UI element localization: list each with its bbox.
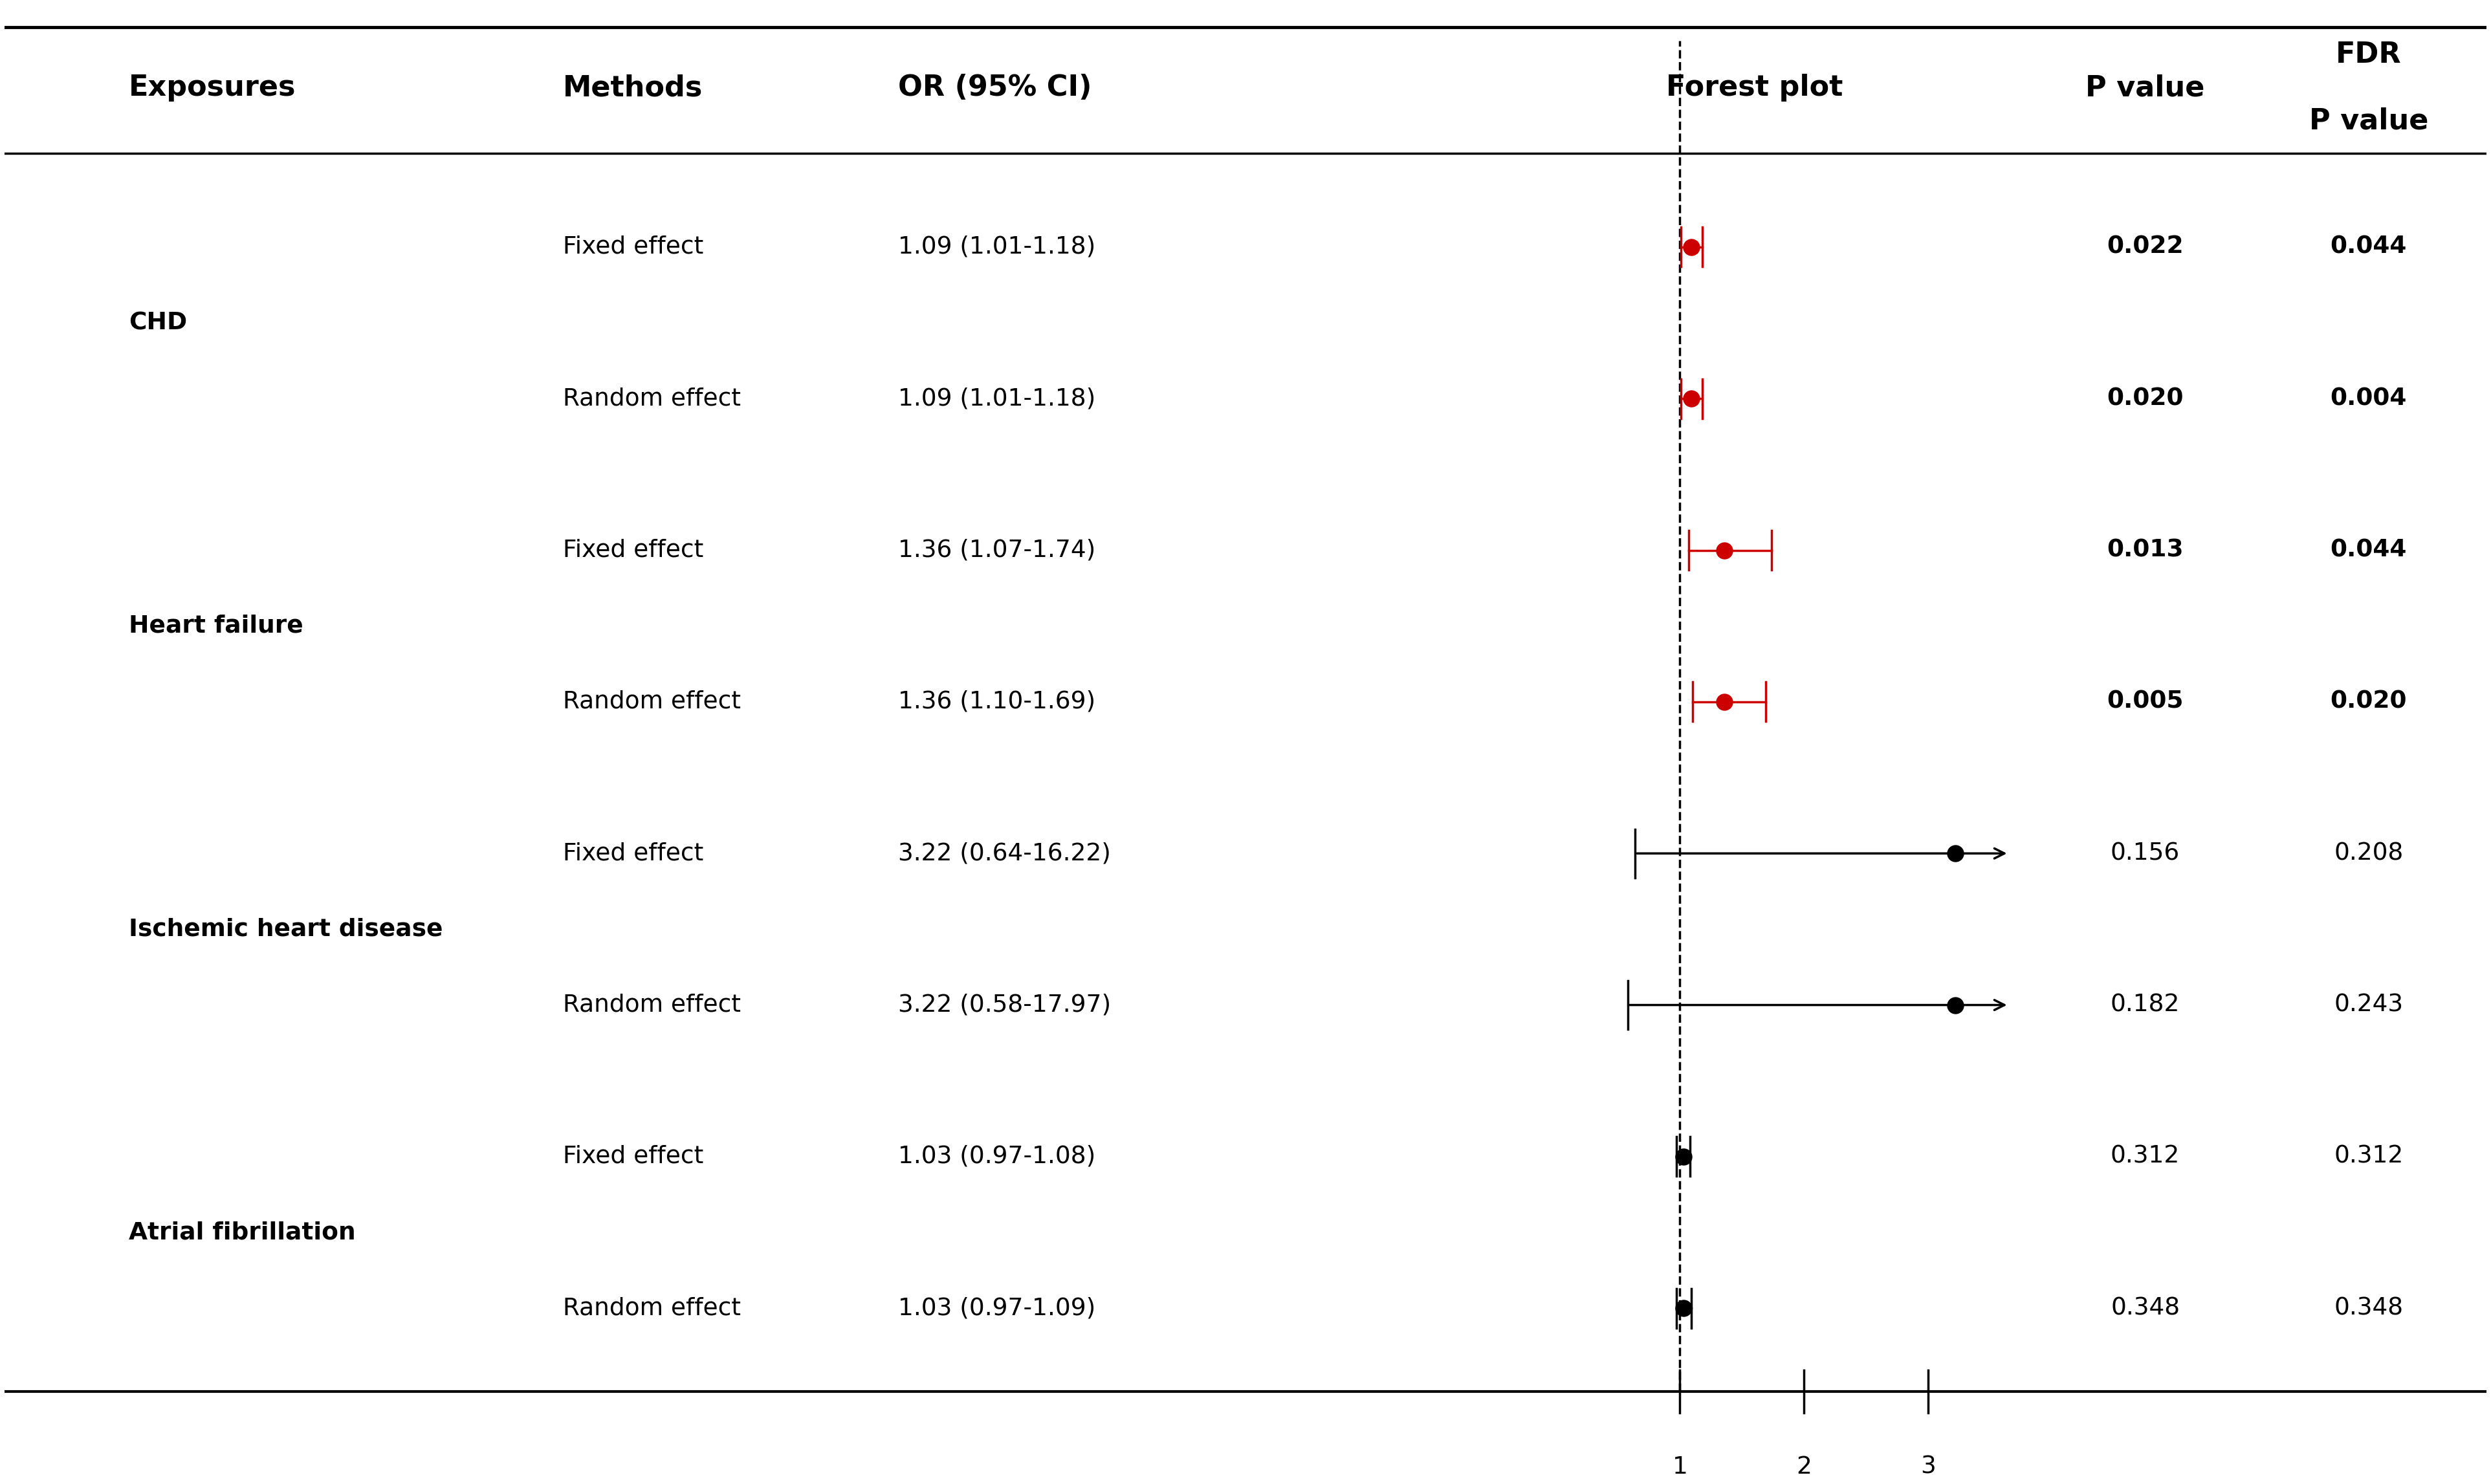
Text: 1.36 (1.07-1.74): 1.36 (1.07-1.74) [899,539,1096,562]
Text: 0.348: 0.348 [2334,1297,2404,1319]
Text: 0.013: 0.013 [2107,539,2185,562]
Text: 2: 2 [1796,1456,1811,1478]
Text: Random effect: Random effect [563,1297,740,1319]
Text: 0.022: 0.022 [2107,236,2185,258]
Text: 1.36 (1.10-1.69): 1.36 (1.10-1.69) [899,690,1096,714]
Text: 0.243: 0.243 [2334,993,2404,1017]
Text: 0.156: 0.156 [2110,841,2180,865]
Text: 1.03 (0.97-1.09): 1.03 (0.97-1.09) [899,1297,1096,1319]
Text: Fixed effect: Fixed effect [563,236,702,258]
Text: Fixed effect: Fixed effect [563,539,702,562]
Text: 0.208: 0.208 [2334,841,2404,865]
Text: Forest plot: Forest plot [1666,74,1843,102]
Text: 0.182: 0.182 [2110,993,2180,1017]
Text: 0.005: 0.005 [2107,690,2185,714]
Text: 3: 3 [1921,1456,1936,1478]
Text: 1.03 (0.97-1.08): 1.03 (0.97-1.08) [899,1146,1096,1168]
Text: 0.004: 0.004 [2329,387,2406,410]
Text: Atrial fibrillation: Atrial fibrillation [130,1221,356,1244]
Text: Random effect: Random effect [563,993,740,1017]
Text: Exposures: Exposures [130,74,296,102]
Text: Ischemic heart disease: Ischemic heart disease [130,917,443,941]
Text: 0.044: 0.044 [2329,539,2406,562]
Text: 1.09 (1.01-1.18): 1.09 (1.01-1.18) [899,236,1096,258]
Text: Methods: Methods [563,74,702,102]
Text: Random effect: Random effect [563,690,740,714]
Text: 3.22 (0.64-16.22): 3.22 (0.64-16.22) [899,841,1111,865]
Text: FDR: FDR [2337,40,2401,68]
Text: 0.020: 0.020 [2329,690,2406,714]
Text: 0.312: 0.312 [2110,1146,2180,1168]
Text: 1.09 (1.01-1.18): 1.09 (1.01-1.18) [899,387,1096,410]
Text: Random effect: Random effect [563,387,740,410]
Text: 0.020: 0.020 [2107,387,2185,410]
Text: P value: P value [2309,107,2429,135]
Text: Fixed effect: Fixed effect [563,841,702,865]
Text: CHD: CHD [130,312,187,334]
Text: 0.044: 0.044 [2329,236,2406,258]
Text: Fixed effect: Fixed effect [563,1146,702,1168]
Text: OR (95% CI): OR (95% CI) [899,74,1091,102]
Text: 0.348: 0.348 [2110,1297,2180,1319]
Text: P value: P value [2085,74,2205,102]
Text: 3.22 (0.58-17.97): 3.22 (0.58-17.97) [899,993,1111,1017]
Text: Heart failure: Heart failure [130,614,304,638]
Text: 1: 1 [1671,1456,1686,1478]
Text: 0.312: 0.312 [2334,1146,2404,1168]
